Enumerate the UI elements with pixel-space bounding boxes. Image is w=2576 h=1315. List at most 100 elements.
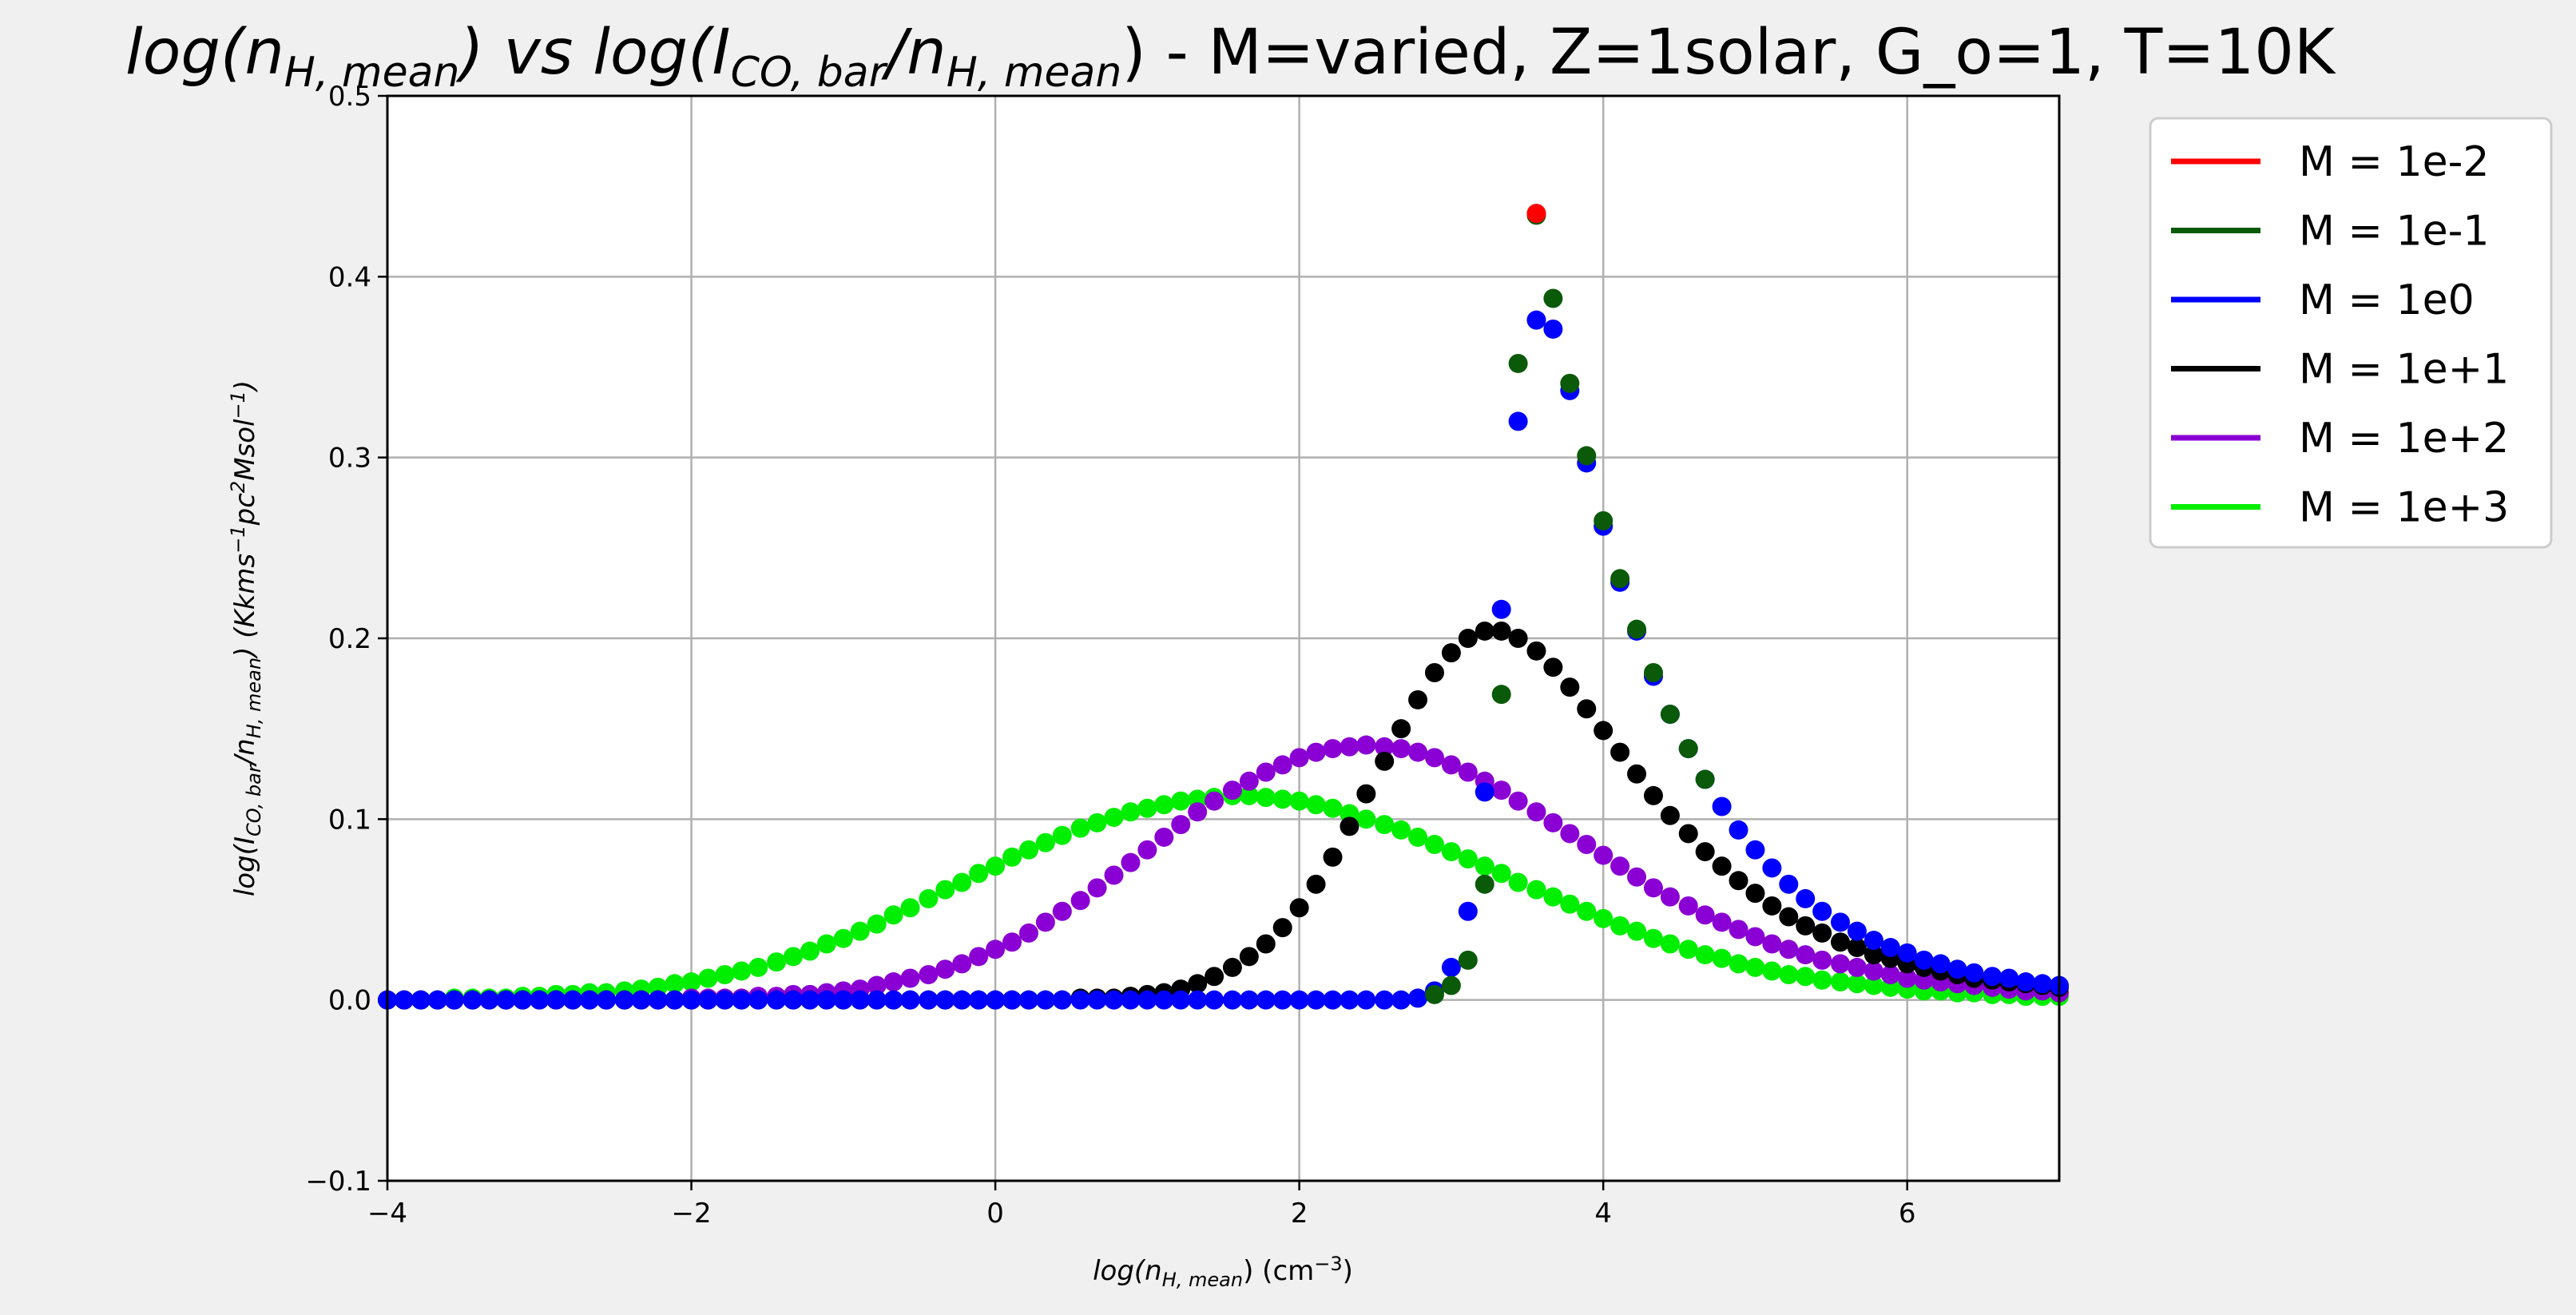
data-point — [767, 990, 787, 1010]
data-point — [1678, 739, 1698, 759]
data-point — [1812, 950, 1832, 970]
data-point — [1104, 865, 1124, 885]
data-point — [1643, 928, 1663, 948]
data-point — [816, 990, 836, 1010]
data-point — [1712, 912, 1732, 932]
data-point — [1526, 641, 1546, 661]
data-point — [1137, 798, 1157, 818]
data-point — [1306, 795, 1326, 815]
data-point — [1391, 820, 1411, 840]
data-point — [1491, 781, 1511, 801]
data-point — [1087, 990, 1107, 1010]
data-point — [883, 990, 903, 1010]
data-point — [1272, 755, 1292, 775]
data-point — [1594, 845, 1613, 865]
data-point — [427, 990, 447, 1010]
data-point — [833, 990, 853, 1010]
data-point — [1018, 840, 1038, 860]
data-point — [1983, 967, 2002, 987]
data-point — [1729, 820, 1748, 840]
data-point — [1931, 954, 1951, 974]
data-point — [1188, 990, 1208, 1010]
data-point — [1779, 907, 1799, 927]
data-point — [1475, 621, 1494, 641]
data-point — [1864, 930, 1883, 950]
data-point — [1441, 842, 1461, 862]
data-point — [952, 990, 972, 1010]
data-point — [935, 880, 955, 900]
data-point — [1678, 940, 1698, 959]
data-point — [1508, 872, 1528, 892]
data-point — [767, 952, 787, 972]
legend: M = 1e-2 M = 1e-1 M = 1e0 M = 1e+1 M = 1e+2 M… — [2149, 117, 2553, 549]
data-point — [1729, 920, 1748, 940]
data-point — [1779, 940, 1799, 959]
data-point — [1424, 984, 1444, 1004]
data-point — [513, 990, 533, 1010]
data-point — [1762, 934, 1782, 954]
data-point — [1289, 748, 1309, 768]
data-point — [1508, 411, 1528, 431]
data-point — [1256, 762, 1276, 782]
data-point — [1812, 923, 1832, 943]
data-point — [681, 972, 701, 992]
data-point — [1627, 764, 1647, 784]
data-point — [1002, 847, 1022, 867]
data-point — [816, 934, 836, 954]
data-point — [1745, 884, 1765, 904]
data-point — [969, 864, 989, 884]
data-point — [1695, 945, 1715, 965]
data-point — [1408, 988, 1428, 1008]
data-point — [986, 990, 1006, 1010]
data-point — [919, 990, 939, 1010]
data-point — [1779, 874, 1799, 894]
data-point — [1052, 990, 1072, 1010]
data-point — [850, 990, 870, 1010]
data-point — [900, 968, 920, 988]
data-point — [1491, 599, 1511, 619]
data-point — [1543, 812, 1563, 832]
data-point — [1526, 802, 1546, 822]
data-point — [850, 921, 870, 941]
data-point — [1171, 791, 1191, 811]
data-point — [1864, 945, 1883, 965]
data-point — [1424, 663, 1444, 683]
data-point — [2016, 972, 2036, 992]
data-point — [1812, 901, 1832, 921]
data-point — [1864, 975, 1883, 995]
data-point — [1947, 959, 1967, 979]
data-point — [1577, 835, 1597, 855]
data-point — [1526, 310, 1546, 330]
legend-label: M = 1e0 — [2299, 276, 2475, 324]
data-point — [1035, 912, 1055, 932]
data-point — [1289, 898, 1309, 918]
legend-label: M = 1e-1 — [2299, 208, 2489, 256]
data-point — [1205, 791, 1224, 811]
data-point — [1408, 827, 1428, 847]
data-point — [1594, 511, 1613, 530]
y-tick-label: 0.3 — [328, 443, 371, 475]
data-point — [1577, 901, 1597, 921]
data-point — [1035, 990, 1055, 1010]
data-point — [1543, 319, 1563, 339]
data-point — [496, 990, 516, 1010]
data-point — [1222, 957, 1242, 977]
data-point — [919, 888, 939, 908]
data-point — [1375, 751, 1395, 771]
data-point — [462, 990, 482, 1010]
data-point — [1205, 990, 1224, 1010]
data-point — [1695, 769, 1715, 789]
data-point — [1543, 658, 1563, 677]
data-point — [1272, 789, 1292, 809]
data-point — [1729, 871, 1748, 891]
data-point — [1610, 916, 1630, 936]
x-axis-label: log(nH, mean) (cm−3) — [1093, 1253, 1353, 1291]
data-point — [732, 990, 752, 1010]
data-point — [1796, 945, 1816, 965]
data-point — [1289, 791, 1309, 811]
data-point — [1526, 204, 1546, 224]
data-point — [631, 990, 651, 1010]
data-point — [580, 990, 600, 1010]
data-point — [1391, 739, 1411, 759]
